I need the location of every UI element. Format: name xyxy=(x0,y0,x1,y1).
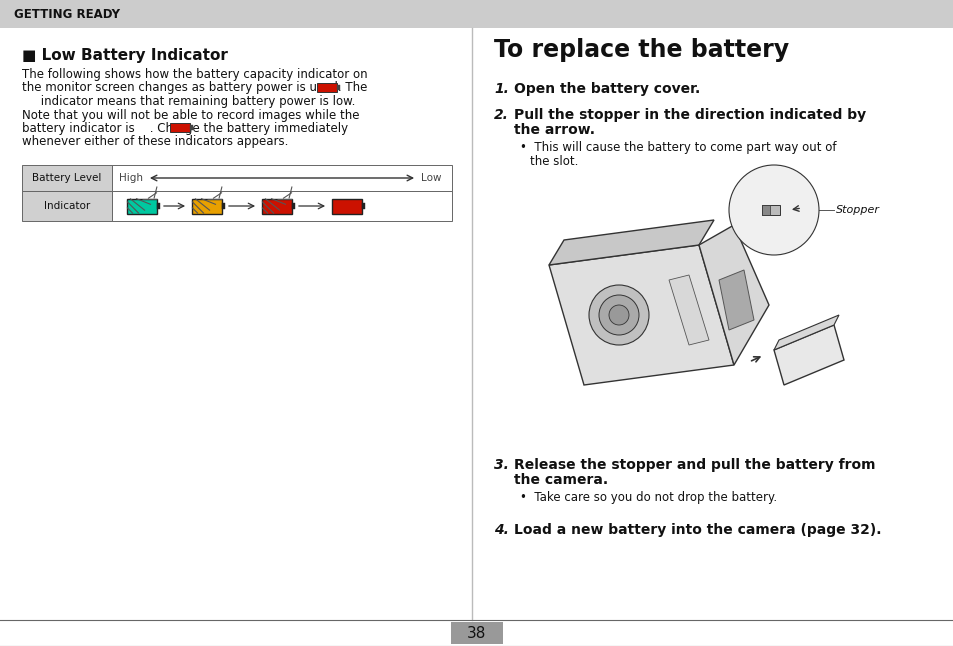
Text: Load a new battery into the camera (page 32).: Load a new battery into the camera (page… xyxy=(514,523,881,537)
Text: The following shows how the battery capacity indicator on: The following shows how the battery capa… xyxy=(22,68,367,81)
Bar xyxy=(262,198,292,213)
Text: Release the stopper and pull the battery from: Release the stopper and pull the battery… xyxy=(514,458,875,472)
Text: GETTING READY: GETTING READY xyxy=(14,8,120,21)
Text: Open the battery cover.: Open the battery cover. xyxy=(514,82,700,96)
Bar xyxy=(222,203,225,209)
Bar xyxy=(761,205,780,215)
Text: Indicator: Indicator xyxy=(44,201,90,211)
Text: 3.: 3. xyxy=(494,458,508,472)
Bar xyxy=(157,203,160,209)
Circle shape xyxy=(728,165,818,255)
Polygon shape xyxy=(668,275,708,345)
Text: 4.: 4. xyxy=(494,523,508,537)
Polygon shape xyxy=(719,270,753,330)
Bar xyxy=(761,205,769,215)
Bar xyxy=(292,203,294,209)
Circle shape xyxy=(598,295,639,335)
Text: battery indicator is    . Charge the battery immediately: battery indicator is . Charge the batter… xyxy=(22,122,348,135)
Bar xyxy=(170,123,190,132)
Bar xyxy=(451,622,502,644)
Text: Stopper: Stopper xyxy=(835,205,879,215)
Polygon shape xyxy=(548,220,713,265)
Bar xyxy=(190,125,193,130)
Text: indicator means that remaining battery power is low.: indicator means that remaining battery p… xyxy=(22,95,355,108)
Text: ■ Low Battery Indicator: ■ Low Battery Indicator xyxy=(22,48,228,63)
Text: the arrow.: the arrow. xyxy=(514,123,595,137)
Bar xyxy=(332,198,361,213)
Bar xyxy=(316,83,336,92)
Polygon shape xyxy=(699,225,768,365)
Text: High: High xyxy=(119,173,143,183)
Polygon shape xyxy=(548,245,733,385)
Text: •  This will cause the battery to come part way out of: • This will cause the battery to come pa… xyxy=(519,141,836,154)
Text: 38: 38 xyxy=(467,625,486,640)
Bar xyxy=(127,198,157,213)
Bar xyxy=(112,191,452,221)
Text: Note that you will not be able to record images while the: Note that you will not be able to record… xyxy=(22,109,359,121)
Text: 1.: 1. xyxy=(494,82,508,96)
Circle shape xyxy=(608,305,628,325)
Bar xyxy=(361,203,365,209)
Text: Low: Low xyxy=(420,173,441,183)
Text: the slot.: the slot. xyxy=(530,155,578,168)
Text: whenever either of these indicators appears.: whenever either of these indicators appe… xyxy=(22,136,288,149)
Text: Pull the stopper in the direction indicated by: Pull the stopper in the direction indica… xyxy=(514,108,865,122)
Polygon shape xyxy=(773,315,838,350)
Bar xyxy=(336,85,339,90)
Circle shape xyxy=(588,285,648,345)
Text: 2.: 2. xyxy=(494,108,508,122)
Text: •  Take care so you do not drop the battery.: • Take care so you do not drop the batte… xyxy=(519,491,777,504)
Bar xyxy=(22,191,112,221)
Polygon shape xyxy=(773,325,843,385)
Bar xyxy=(112,165,452,191)
Text: Battery Level: Battery Level xyxy=(32,173,102,183)
Bar xyxy=(192,198,222,213)
Bar xyxy=(0,0,953,28)
Text: To replace the battery: To replace the battery xyxy=(494,38,788,62)
Text: the monitor screen changes as battery power is used. The: the monitor screen changes as battery po… xyxy=(22,81,367,94)
Bar xyxy=(22,165,112,191)
Text: the camera.: the camera. xyxy=(514,473,607,487)
